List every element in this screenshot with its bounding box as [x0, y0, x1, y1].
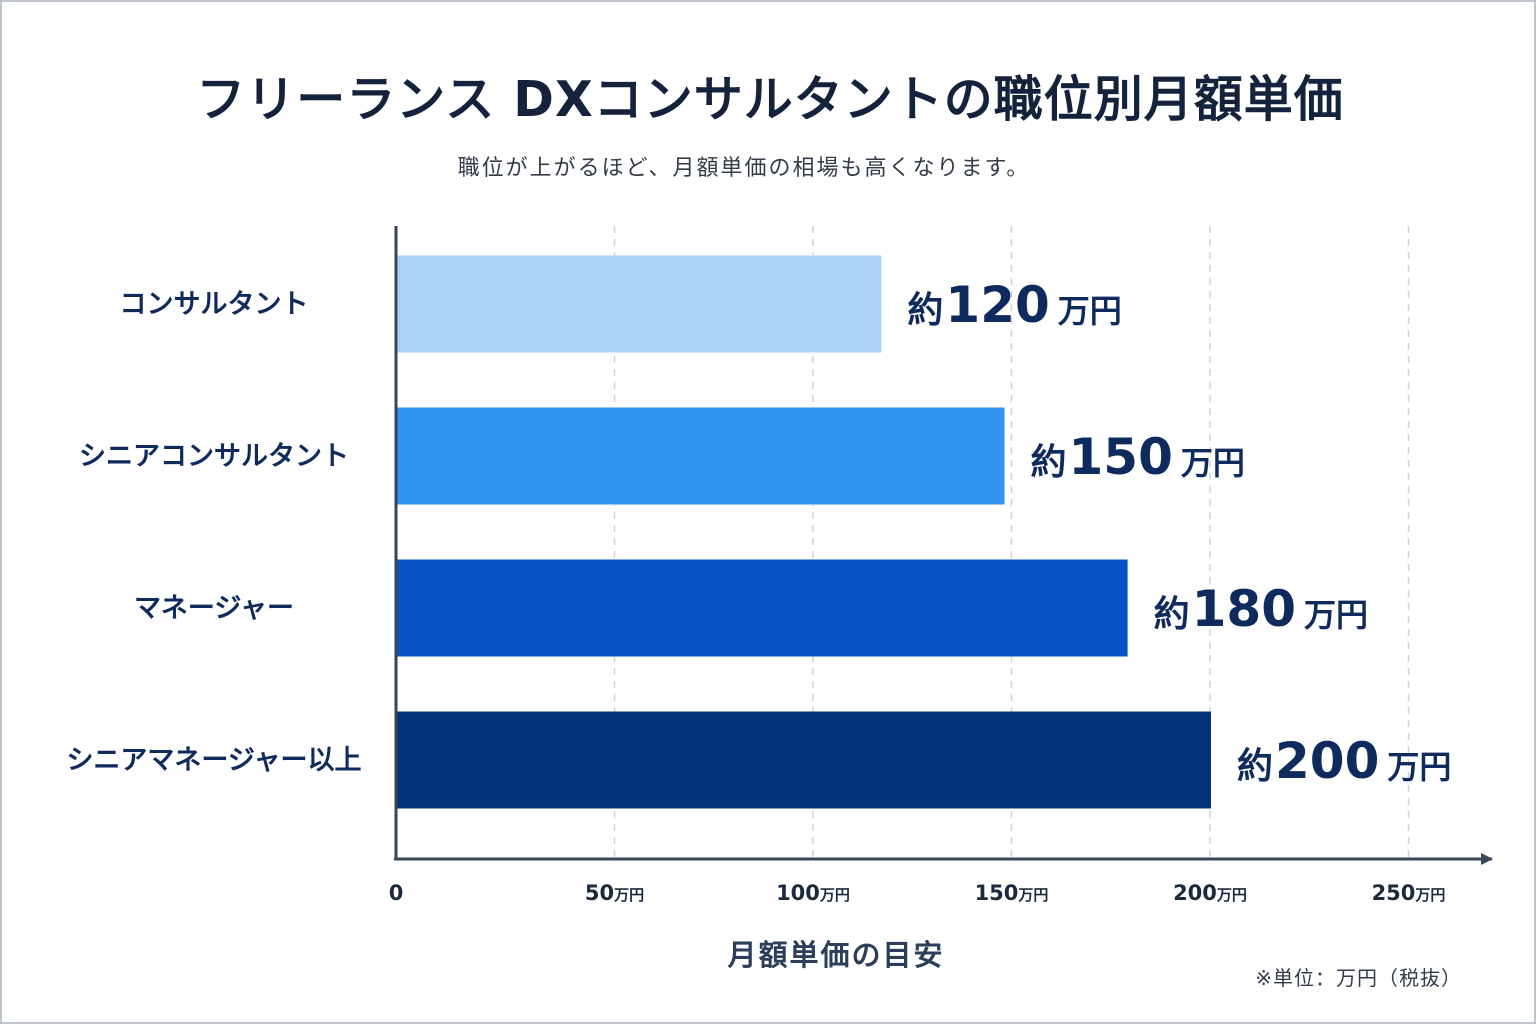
- data-label-number: 180: [1192, 580, 1296, 638]
- data-label: 約180 万円: [1154, 580, 1368, 638]
- x-tick-label: 100万円: [776, 881, 850, 905]
- data-label-number: 200: [1275, 732, 1379, 790]
- x-tick-label: 0: [389, 881, 404, 905]
- bar: [397, 711, 1211, 809]
- category-label: マネージャー: [134, 593, 294, 624]
- x-tick-number: 150: [975, 881, 1019, 905]
- x-tick-label: 150万円: [975, 881, 1049, 905]
- category-label: シニアコンサルタント: [79, 441, 349, 472]
- x-tick-number: 250: [1372, 881, 1416, 905]
- data-label-number: 120: [945, 276, 1049, 334]
- x-axis-title: 月額単価の目安: [727, 938, 945, 972]
- data-label-unit: 万円: [1304, 596, 1368, 634]
- x-tick-unit: 万円: [1017, 886, 1048, 904]
- x-tick-number: 200: [1173, 881, 1217, 905]
- data-label-number: 150: [1069, 428, 1173, 486]
- data-label-prefix: 約: [1031, 442, 1067, 483]
- unit-note: ※単位：万円（税抜）: [1255, 966, 1462, 990]
- data-label-unit: 万円: [1181, 444, 1245, 482]
- data-label-prefix: 約: [907, 290, 943, 331]
- x-tick-number: 0: [389, 881, 404, 905]
- x-tick-number: 50: [585, 881, 614, 905]
- x-tick-unit: 万円: [613, 886, 644, 904]
- data-label: 約150 万円: [1031, 428, 1245, 486]
- bars: [397, 255, 1211, 809]
- x-tick-unit: 万円: [819, 886, 850, 904]
- data-label-prefix: 約: [1154, 594, 1190, 635]
- x-tick-unit: 万円: [1414, 886, 1445, 904]
- axes: [394, 226, 1493, 865]
- bar: [397, 559, 1128, 657]
- bar: [397, 255, 882, 353]
- data-label-unit: 万円: [1387, 748, 1451, 786]
- data-label-prefix: 約: [1237, 746, 1273, 787]
- x-tick-label: 50万円: [585, 881, 644, 905]
- chart-subtitle: 職位が上がるほど、月額単価の相場も高くなります。: [457, 156, 1031, 181]
- x-tick-number: 100: [776, 881, 820, 905]
- category-label: コンサルタント: [120, 289, 309, 320]
- category-label: シニアマネージャー以上: [66, 745, 361, 776]
- x-tick-label: 200万円: [1173, 881, 1247, 905]
- chart-title: フリーランス DXコンサルタントの職位別月額単価: [196, 71, 1344, 128]
- x-tick-label: 250万円: [1372, 881, 1446, 905]
- data-label-unit: 万円: [1058, 292, 1122, 330]
- data-label: 約200 万円: [1237, 732, 1451, 790]
- data-label: 約120 万円: [907, 276, 1121, 334]
- bar: [397, 407, 1005, 505]
- x-tick-unit: 万円: [1216, 886, 1247, 904]
